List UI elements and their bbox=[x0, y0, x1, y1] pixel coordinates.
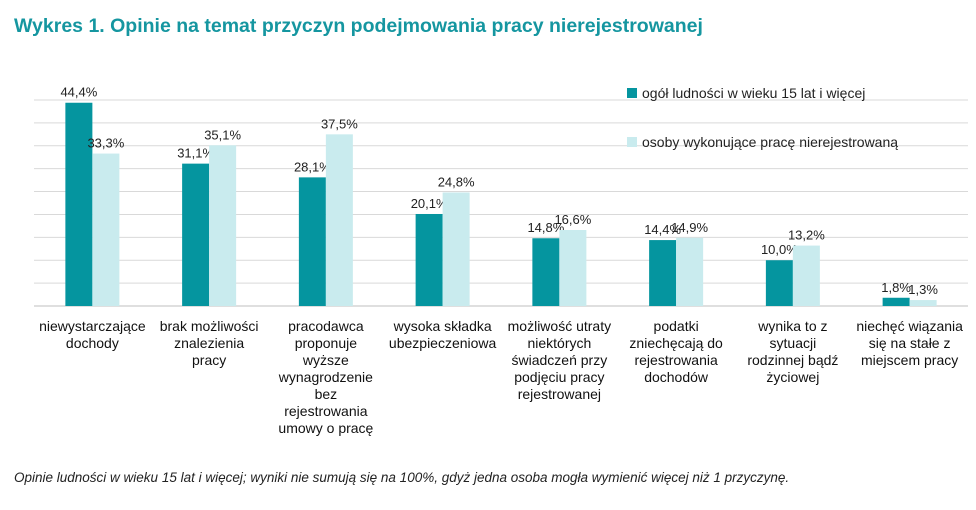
bar-chart: 44,4% 33,3% niewystarczające dochody 31,1% 35… bbox=[34, 85, 968, 436]
category-label-line: świadczeń przy bbox=[512, 352, 608, 368]
data-label-s2-5: 16,6% bbox=[554, 212, 591, 227]
category-label-line: podatki bbox=[654, 318, 699, 334]
category-label-line: brak możliwości bbox=[160, 318, 259, 334]
category-label-line: możliwość utraty bbox=[508, 318, 611, 334]
data-label-s2-7: 13,2% bbox=[788, 228, 825, 243]
category-label-line: sytuacji bbox=[770, 335, 817, 351]
category-label-line: niechęć wiązania bbox=[856, 318, 963, 334]
bar-s1-8 bbox=[882, 297, 910, 306]
data-label-s1-2: 31,1% bbox=[177, 146, 214, 161]
category-label-line: rejestrowanej bbox=[518, 386, 601, 402]
bar-s2-8 bbox=[909, 300, 937, 306]
category-label-line: rejestrowania bbox=[284, 403, 367, 419]
bar-s1-1 bbox=[65, 102, 93, 306]
category-label-line: niektórych bbox=[527, 335, 591, 351]
data-label-s1-8: 1,8% bbox=[881, 280, 911, 295]
bar-s2-5 bbox=[559, 230, 587, 306]
data-label-s2-6: 14,9% bbox=[671, 220, 708, 235]
bar-s1-4 bbox=[415, 213, 443, 306]
bar-s2-7 bbox=[792, 245, 820, 306]
chart-note: Opinie ludności w wieku 15 lat i więcej;… bbox=[14, 470, 790, 485]
data-label-s2-4: 24,8% bbox=[438, 174, 475, 189]
legend-label-1: ogół ludności w wieku 15 lat i więcej bbox=[642, 85, 865, 101]
bar-s2-4 bbox=[442, 192, 470, 306]
legend-swatch-2 bbox=[627, 137, 637, 147]
category-label-5: możliwość utraty niektórych świadczeń przy… bbox=[508, 318, 611, 402]
category-label-line: pracy bbox=[192, 352, 226, 368]
category-label-line: niewystarczające bbox=[39, 318, 146, 334]
bar-s1-2 bbox=[182, 163, 210, 306]
category-label-line: wynika to z bbox=[757, 318, 827, 334]
category-label-line: rodzinnej bądź bbox=[747, 352, 838, 368]
category-label-8: niechęć wiązania się na stałe z miejscem p… bbox=[856, 318, 963, 368]
category-label-line: wyższe bbox=[302, 352, 349, 368]
category-label-line: dochodów bbox=[644, 369, 709, 385]
data-label-s1-1: 44,4% bbox=[60, 85, 97, 100]
data-label-s2-2: 35,1% bbox=[204, 127, 241, 142]
category-label-line: umowy o pracę bbox=[278, 420, 373, 436]
bar-s1-6 bbox=[649, 240, 677, 306]
category-label-line: wynagrodzenie bbox=[278, 369, 373, 385]
category-label-line: rejestrowania bbox=[634, 352, 717, 368]
category-label-line: zniechęcają do bbox=[629, 335, 723, 351]
category-label-line: znalezienia bbox=[174, 335, 244, 351]
category-label-line: ubezpieczeniowa bbox=[389, 335, 497, 351]
category-label-1: niewystarczające dochody bbox=[39, 318, 146, 351]
category-label-line: proponuje bbox=[295, 335, 357, 351]
category-label-line: podjęciu pracy bbox=[514, 369, 604, 385]
data-label-s1-3: 28,1% bbox=[294, 159, 331, 174]
data-label-s2-3: 37,5% bbox=[321, 116, 358, 131]
data-label-s1-5: 14,8% bbox=[527, 220, 564, 235]
category-label-4: wysoka składka ubezpieczeniowa bbox=[389, 318, 497, 351]
category-label-2: brak możliwości znalezienia pracy bbox=[160, 318, 259, 368]
category-label-line: miejscem pracy bbox=[861, 352, 958, 368]
data-label-s2-1: 33,3% bbox=[87, 136, 124, 151]
category-label-7: wynika to z sytuacji rodzinnej bądź życiowe… bbox=[747, 318, 838, 385]
category-label-line: bez bbox=[315, 386, 338, 402]
bar-s2-2 bbox=[209, 145, 237, 306]
category-label-line: pracodawca bbox=[288, 318, 364, 334]
category-label-line: życiowej bbox=[766, 369, 819, 385]
data-label-s2-8: 1,3% bbox=[908, 282, 938, 297]
category-label-line: dochody bbox=[66, 335, 119, 351]
bar-s2-6 bbox=[676, 237, 704, 306]
legend-label-2: osoby wykonujące pracę nierejestrowaną bbox=[642, 134, 898, 150]
bar-s2-3 bbox=[325, 134, 353, 306]
data-label-s1-4: 20,1% bbox=[411, 196, 448, 211]
bar-s1-7 bbox=[765, 260, 793, 306]
category-label-line: wysoka składka bbox=[393, 318, 492, 334]
category-label-3: pracodawca proponuje wyższe wynagrodzenie be… bbox=[278, 318, 374, 436]
bar-s1-3 bbox=[298, 177, 326, 306]
category-label-6: podatki zniechęcają do rejestrowania dochod… bbox=[629, 318, 723, 385]
category-label-line: się na stałe z bbox=[869, 335, 951, 351]
bar-s1-5 bbox=[532, 238, 560, 306]
legend-swatch-1 bbox=[627, 88, 637, 98]
chart-title: Wykres 1. Opinie na temat przyczyn podej… bbox=[14, 15, 703, 37]
bar-s2-1 bbox=[92, 153, 120, 306]
data-label-s1-7: 10,0% bbox=[761, 242, 798, 257]
data-label-s1-6: 14,4% bbox=[644, 222, 681, 237]
